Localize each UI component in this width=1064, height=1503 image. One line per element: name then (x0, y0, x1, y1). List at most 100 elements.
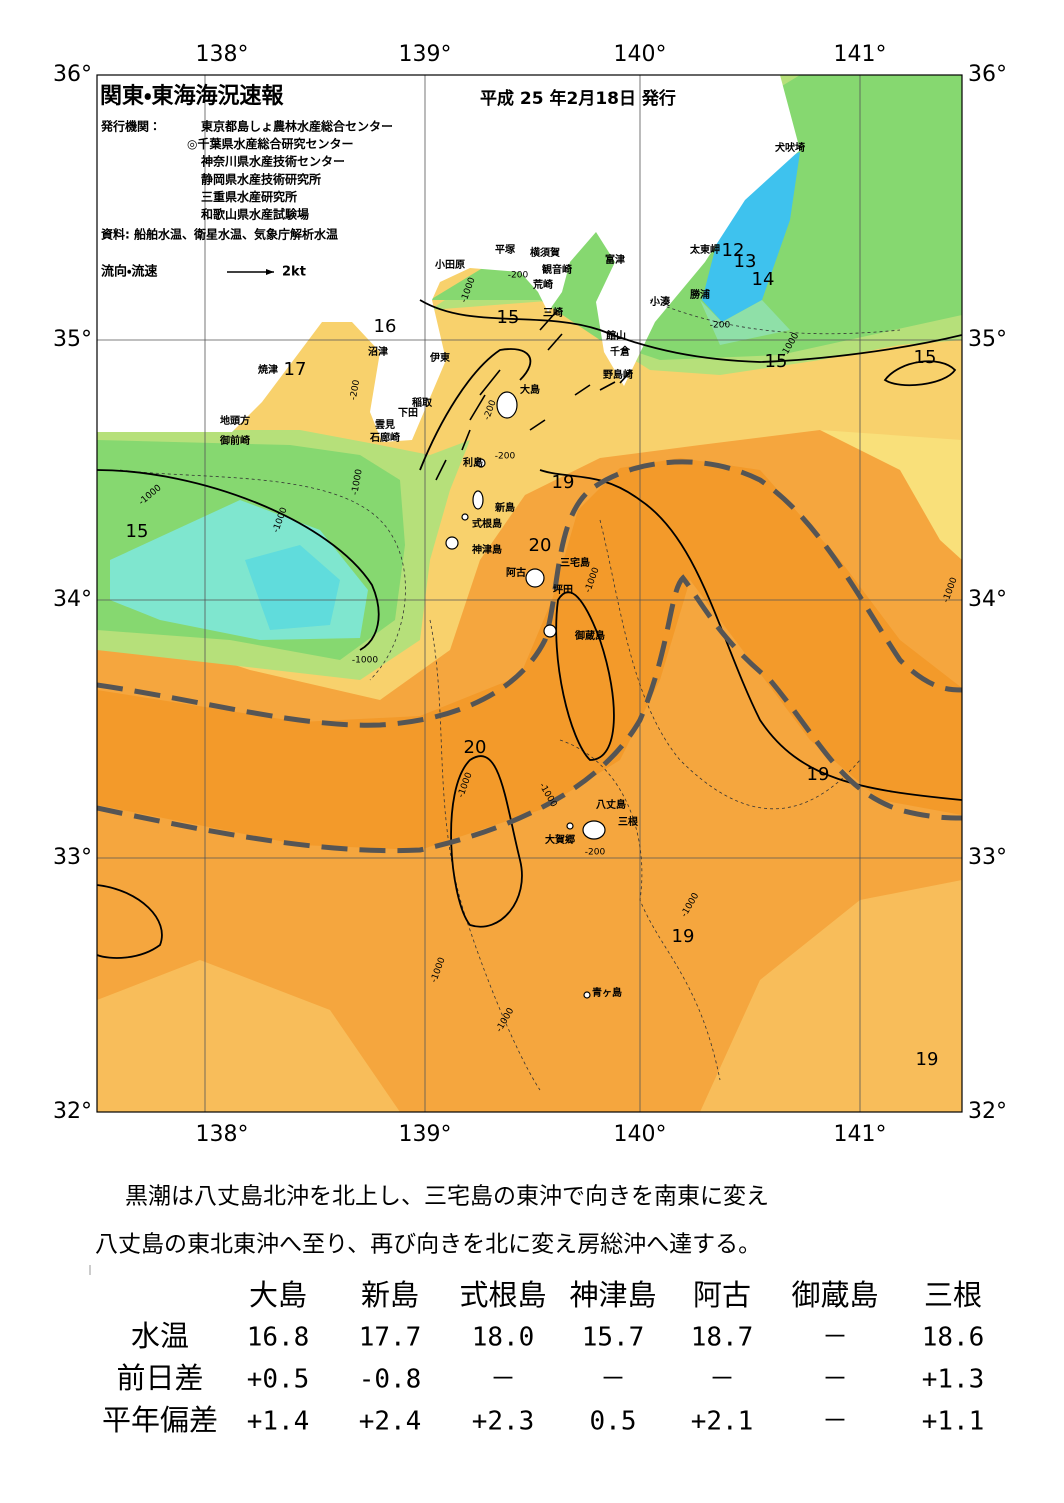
kuroshio-axis (97, 459, 962, 854)
place-name: 三宅島 (560, 556, 590, 569)
table-header: 新島 (361, 1278, 419, 1312)
table-header: 式根島 (459, 1278, 546, 1312)
lon-label: 141° (834, 42, 887, 67)
table-cell: +1.4 (247, 1407, 310, 1437)
place-name: 下田 (398, 407, 418, 419)
current-vectors (435, 311, 633, 481)
table-cell: +2.1 (691, 1407, 754, 1437)
island (461, 513, 469, 521)
island (525, 568, 545, 588)
sea-pale-yellow (820, 430, 962, 560)
table-cell: +2.4 (359, 1407, 422, 1437)
place-name: 伊東 (429, 351, 450, 364)
depth-label: -200 (585, 848, 606, 858)
depth-label: -200 (508, 271, 529, 281)
sea-cool-pool (245, 545, 340, 630)
depth-contours (119, 299, 901, 1091)
place-name: 焼津 (258, 363, 278, 376)
lat-label: 34° (53, 587, 92, 612)
issuer-label: 発行機関： (100, 119, 161, 134)
place-name: 三崎 (543, 306, 563, 319)
lon-label: 141° (834, 1122, 887, 1147)
depth-label: -200 (495, 452, 516, 462)
contour-line (97, 884, 163, 959)
description-line: 黒潮は八丈島北沖を北上し、三宅島の東沖で向きを南東に変え (125, 1184, 769, 1210)
place-name: 勝浦 (690, 288, 710, 301)
place-name: 神津島 (471, 543, 502, 556)
table-header: 御蔵島 (791, 1278, 878, 1312)
place-name: 小湊 (649, 295, 671, 308)
place-name: 館山 (605, 329, 626, 342)
place-name: 御前崎 (219, 434, 250, 447)
sea-cold-water (702, 152, 800, 322)
lon-label: 138° (196, 1122, 249, 1147)
table-header: 三根 (924, 1278, 982, 1312)
table-cell: － (600, 1365, 626, 1395)
lon-label: 138° (196, 42, 249, 67)
isobath (429, 619, 541, 1091)
table-cell: 18.7 (691, 1323, 754, 1353)
current-arrow (435, 311, 633, 481)
contour-label: 15 (765, 351, 788, 372)
table-cell: 18.0 (472, 1323, 535, 1353)
place-name: 横須賀 (530, 246, 560, 259)
place-name: 観音崎 (542, 263, 572, 276)
issuer: ◎千葉県水産総合研究センター (187, 136, 353, 151)
table-cell: － (822, 1323, 848, 1353)
table-header: 神津島 (569, 1278, 656, 1312)
row-label: 平年偏差 (102, 1403, 218, 1437)
table-cell: 16.8 (247, 1323, 310, 1353)
place-name: 犬吠埼 (775, 141, 805, 154)
place-name: 小田原 (434, 258, 465, 271)
place-name: 石廊崎 (369, 431, 400, 444)
place-name: 稲取 (412, 396, 433, 409)
table-cell: +1.1 (922, 1407, 985, 1437)
contour-label: 16 (374, 316, 397, 337)
place-name: 地頭方 (220, 414, 250, 427)
row-label: 前日差 (116, 1361, 203, 1395)
place-name: 青ヶ島 (592, 986, 622, 999)
land (97, 75, 800, 442)
table-cell: +0.5 (247, 1365, 310, 1395)
place-name: 大島 (520, 383, 540, 396)
island (566, 822, 574, 830)
sea-map (97, 75, 962, 1112)
table-header: 阿古 (693, 1278, 751, 1312)
place-name: 三根 (618, 815, 639, 828)
map-frame (96, 74, 963, 1113)
lon-label: 140° (614, 42, 667, 67)
island (496, 391, 518, 419)
place-name: 八丈島 (596, 798, 626, 811)
sea-cold-edge (700, 300, 790, 345)
contour-line (419, 299, 962, 363)
lon-label: 139° (399, 42, 452, 67)
lat-label: 33° (53, 845, 92, 870)
contour-line (883, 360, 957, 387)
contour-line (419, 348, 532, 471)
table-cell: +2.3 (472, 1407, 535, 1437)
depth-label: -1000 (350, 468, 364, 496)
table-cell: 0.5 (590, 1407, 637, 1437)
isobath (649, 299, 901, 335)
depth-label: -200 (349, 379, 362, 401)
contour-label: 15 (126, 521, 149, 542)
lon-label: 139° (399, 1122, 452, 1147)
contour-label: 17 (284, 359, 307, 380)
contour-label: 20 (464, 737, 487, 758)
contour-label: 15 (914, 347, 937, 368)
place-name: 太東岬 (689, 243, 720, 256)
table-cell: 15.7 (582, 1323, 645, 1353)
table-cell: － (490, 1365, 516, 1395)
table-cell: +1.3 (922, 1365, 985, 1395)
contour-label: 19 (672, 926, 695, 947)
table-cell: -0.8 (359, 1365, 422, 1395)
issue-date: 平成 25 年2月18日 発行 (480, 88, 676, 109)
issuer: 和歌山県水産試験場 (200, 207, 309, 222)
table-cell: － (709, 1365, 735, 1395)
island (476, 458, 486, 468)
table-cell: 18.6 (922, 1323, 985, 1353)
issuer: 三重県水産研究所 (201, 189, 297, 204)
contour-label: 20 (529, 535, 552, 556)
kuroshio-core (97, 458, 962, 850)
